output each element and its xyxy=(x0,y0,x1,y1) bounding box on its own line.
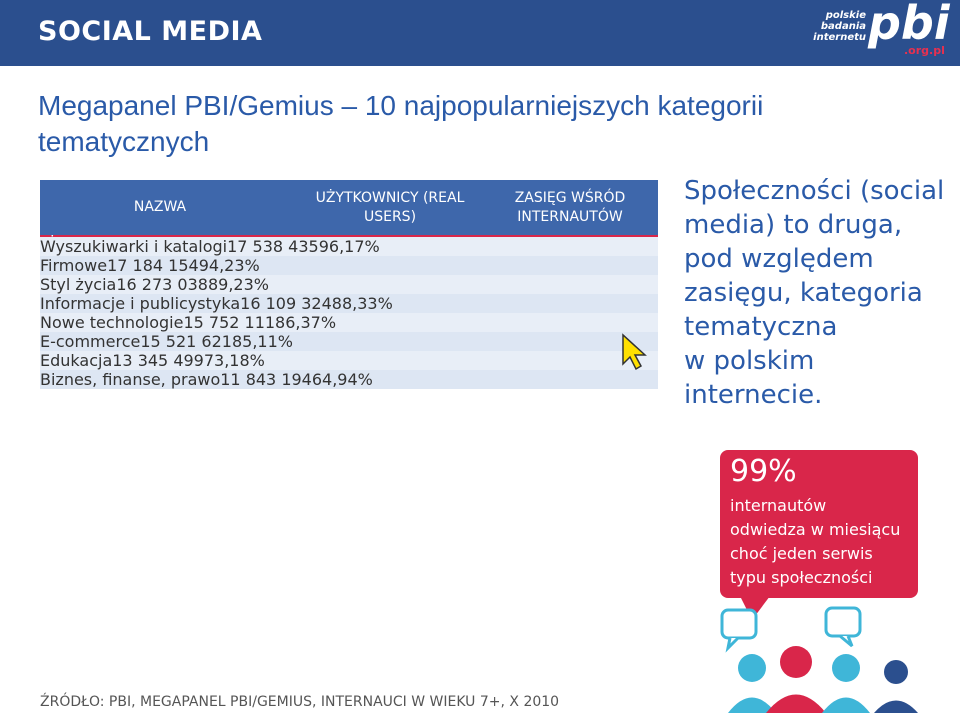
page-title: Megapanel PBI/Gemius – 10 najpopularniej… xyxy=(38,90,764,157)
cell-users: 11 843 194 xyxy=(220,370,312,389)
cell-users: 17 184 154 xyxy=(107,256,199,275)
table-row: Firmowe17 184 15494,23% xyxy=(40,256,658,275)
callout-value: 99% xyxy=(730,454,797,489)
column-header: NAZWA xyxy=(133,199,187,215)
table: NAZWA UŻYTKOWNICY (REAL USERS) ZASIĘG WŚ… xyxy=(40,180,658,389)
cell-reach: 64,94% xyxy=(311,370,373,389)
cell-name: Edukacja xyxy=(40,351,113,370)
note-line: w polskim xyxy=(684,346,815,376)
column-header: UŻYTKOWNICY (REAL USERS) xyxy=(315,190,465,225)
table-row: Edukacja13 345 49973,18% xyxy=(40,351,658,370)
note-line: internecie. xyxy=(684,380,823,410)
cell-reach: 86,37% xyxy=(275,313,337,332)
cell-name: Informacje i publicystyka xyxy=(40,294,241,313)
cell-name: Firmowe xyxy=(40,256,108,275)
callout-line: typu społeczności xyxy=(730,568,873,587)
logo-line: badania xyxy=(820,21,866,32)
source: ŹRÓDŁO: PBI, MEGAPANEL PBI/GEMIUS, INTER… xyxy=(40,694,560,710)
callout: 99% internautów odwiedza w miesiącu choć j… xyxy=(720,450,918,598)
callout-text: internautów odwiedza w miesiącu choć jeden… xyxy=(730,494,900,590)
note-line: media) to druga, xyxy=(684,210,903,240)
table-row: Nowe technologie15 752 11186,37% xyxy=(40,313,658,332)
callout-line: internautów xyxy=(730,496,827,515)
note-line: pod względem xyxy=(684,244,874,274)
table-row: Biznes, finanse, prawo11 843 19464,94% xyxy=(40,370,658,389)
table-row: Wyszukiwarki i katalogi17 538 43596,17% xyxy=(40,237,658,256)
cell-users: 17 538 435 xyxy=(227,237,319,256)
section-title: SOCIAL MEDIA xyxy=(38,16,263,47)
table-row: Styl życia16 273 03889,23% xyxy=(40,275,658,294)
table-row: E-commerce15 521 62185,11% xyxy=(40,332,658,351)
cell-users: 13 345 499 xyxy=(112,351,204,370)
logo-mark: pbi xyxy=(868,0,950,50)
cell-reach: 73,18% xyxy=(203,351,265,370)
callout-line: odwiedza w miesiącu xyxy=(730,520,901,539)
note-line: zasięgu, kategoria xyxy=(684,278,923,308)
note-line: Społeczności (social xyxy=(684,176,945,206)
cell-users: 15 521 621 xyxy=(140,332,232,351)
cell-users: 15 752 111 xyxy=(183,313,276,332)
logo-text: polskie badania internetu xyxy=(804,10,866,43)
column-header: ZASIĘG WŚRÓD INTERNAUTÓW xyxy=(514,190,626,225)
cell-reach: 88,33% xyxy=(331,294,393,313)
cell-reach: 89,23% xyxy=(207,275,269,294)
note: Społeczności (social media) to druga, pod … xyxy=(684,174,944,412)
cell-users: 16 273 038 xyxy=(116,275,208,294)
cell-reach: 94,23% xyxy=(198,256,260,275)
cell-reach: 96,17% xyxy=(318,237,380,256)
cell-name: Styl życia xyxy=(40,275,117,294)
people-illustration xyxy=(720,596,918,713)
table-row: Informacje i publicystyka16 109 32488,33… xyxy=(40,294,658,313)
cell-name: E-commerce xyxy=(40,332,141,351)
logo-domain: .org.pl xyxy=(904,44,945,57)
logo: polskie badania internetu pbi .org.pl xyxy=(804,0,954,68)
logo-line: polskie xyxy=(825,10,866,21)
note-line: tematyczna xyxy=(684,312,838,342)
cell-reach: 85,11% xyxy=(231,332,293,351)
cell-name: Nowe technologie xyxy=(40,313,184,332)
cell-users: 16 109 324 xyxy=(240,294,332,313)
logo-line: internetu xyxy=(813,32,866,43)
callout-line: choć jeden serwis xyxy=(730,544,873,563)
cell-name: Biznes, finanse, prawo xyxy=(40,370,221,389)
cell-name: Wyszukiwarki i katalogi xyxy=(40,237,228,256)
table-header xyxy=(40,180,658,235)
cursor xyxy=(622,333,647,371)
header-bar: SOCIAL MEDIA polskie badania internetu p… xyxy=(0,0,960,66)
